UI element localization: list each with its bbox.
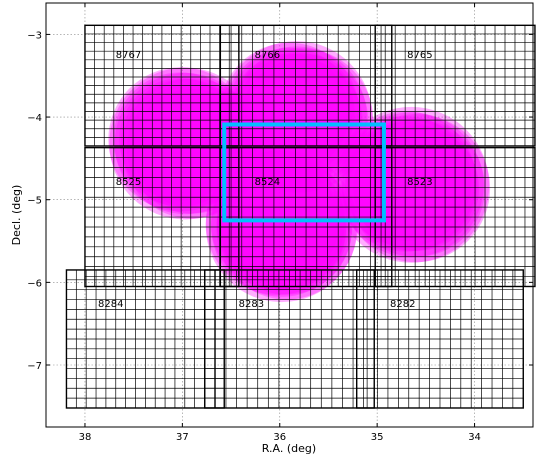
ccd-tile: 8525: [84, 146, 240, 288]
axes-frame: [45, 2, 534, 428]
pointing-circle: [220, 41, 373, 194]
y-tick-label: −6: [27, 278, 42, 289]
y-tick-label: −7: [27, 361, 42, 372]
y-tick-label: −3: [27, 30, 42, 41]
x-axis-label: R.A. (deg): [262, 442, 316, 455]
x-tick-label: 37: [176, 432, 189, 443]
tile-label: 8283: [239, 299, 264, 310]
tile-label: 8523: [407, 177, 432, 188]
axis-ticks: 38 37 36 35 34 −3 −4 −5 −6 −7: [27, 3, 533, 443]
pointing-circle: [108, 67, 253, 212]
tile-label: 8766: [255, 50, 280, 61]
x-tick-label: 35: [371, 432, 384, 443]
y-axis-label: Decl. (deg): [10, 185, 23, 246]
tile-label: 8525: [116, 177, 141, 188]
tile-label: 8767: [116, 50, 141, 61]
highlight-region: [222, 122, 386, 223]
y-tick-label: −5: [27, 196, 42, 207]
tile-label: 8282: [390, 299, 415, 310]
ccd-tile: 8282: [356, 269, 524, 409]
x-tick-label: 38: [79, 432, 92, 443]
ccd-tile: 8765: [374, 24, 536, 147]
ccd-tile: 8283: [204, 269, 375, 409]
ccd-tile: 8766: [219, 24, 393, 147]
tile-label: 8284: [98, 299, 123, 310]
x-tick-label: 34: [468, 432, 481, 443]
x-tick-label: 36: [273, 432, 286, 443]
tile-label: 8524: [255, 177, 280, 188]
highlight-box: [222, 122, 386, 223]
pointing-circle: [216, 159, 357, 300]
tile-label: 8765: [407, 50, 432, 61]
pointing-circle: [205, 150, 350, 295]
ccd-tiles: 8767 8766 8765 8525 8524 8523 8284 8283 8282: [65, 24, 536, 409]
y-tick-label: −4: [27, 113, 42, 124]
